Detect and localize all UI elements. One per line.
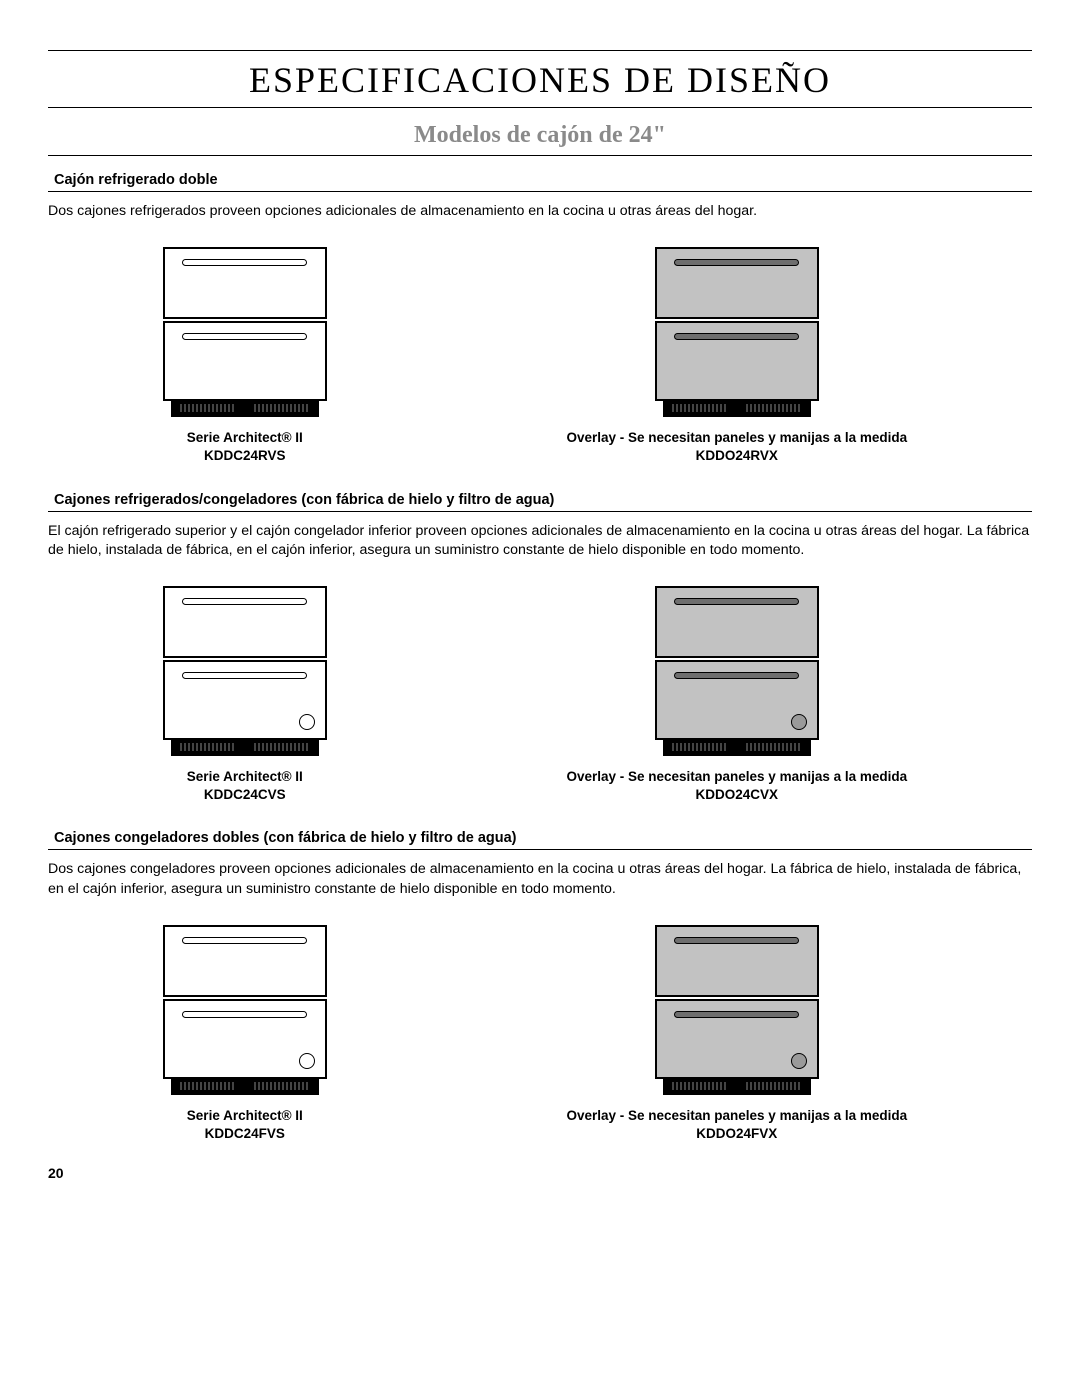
upper-drawer bbox=[163, 925, 327, 997]
lower-drawer bbox=[655, 999, 819, 1079]
section-heading: Cajones congeladores dobles (con fábrica… bbox=[48, 826, 1032, 850]
page-title: ESPECIFICACIONES DE DISEÑO bbox=[48, 50, 1032, 108]
drawer-handle bbox=[674, 259, 799, 266]
drawer-handle bbox=[674, 598, 799, 605]
product-row: Serie Architect® II KDDC24CVS Overlay - … bbox=[48, 586, 1032, 804]
product-series-label: Serie Architect® II bbox=[187, 1107, 303, 1125]
product-right: Overlay - Se necesitan paneles y manijas… bbox=[442, 925, 1032, 1143]
drawer-handle bbox=[674, 333, 799, 340]
lower-drawer bbox=[655, 321, 819, 401]
ice-dispenser-icon bbox=[299, 1053, 315, 1069]
lower-drawer bbox=[163, 660, 327, 740]
product-series-label: Serie Architect® II bbox=[187, 768, 303, 786]
drawer-handle bbox=[182, 333, 307, 340]
product-series-label: Serie Architect® II bbox=[187, 429, 303, 447]
ice-dispenser-icon bbox=[791, 1053, 807, 1069]
lower-drawer bbox=[163, 999, 327, 1079]
drawer-handle bbox=[182, 259, 307, 266]
drawer-unit-illustration bbox=[163, 925, 327, 1095]
product-model-number: KDDO24CVX bbox=[696, 786, 779, 804]
kickplate bbox=[663, 740, 811, 756]
product-series-label: Overlay - Se necesitan paneles y manijas… bbox=[566, 1107, 907, 1125]
product-right: Overlay - Se necesitan paneles y manijas… bbox=[442, 586, 1032, 804]
section-description: El cajón refrigerado superior y el cajón… bbox=[48, 522, 1032, 560]
ice-dispenser-icon bbox=[299, 714, 315, 730]
product-row: Serie Architect® II KDDC24RVS Overlay - … bbox=[48, 247, 1032, 465]
product-model-number: KDDO24RVX bbox=[696, 447, 778, 465]
drawer-handle bbox=[182, 1011, 307, 1018]
drawer-unit-illustration bbox=[655, 247, 819, 417]
ice-dispenser-icon bbox=[791, 714, 807, 730]
product-series-label: Overlay - Se necesitan paneles y manijas… bbox=[566, 429, 907, 447]
drawer-unit-illustration bbox=[163, 247, 327, 417]
product-model-number: KDDO24FVX bbox=[696, 1125, 777, 1143]
page-number: 20 bbox=[48, 1165, 1032, 1181]
upper-drawer bbox=[655, 586, 819, 658]
product-left: Serie Architect® II KDDC24CVS bbox=[48, 586, 442, 804]
kickplate bbox=[171, 740, 319, 756]
lower-drawer bbox=[655, 660, 819, 740]
drawer-unit-illustration bbox=[655, 586, 819, 756]
upper-drawer bbox=[163, 247, 327, 319]
drawer-unit-illustration bbox=[163, 586, 327, 756]
kickplate bbox=[171, 1079, 319, 1095]
lower-drawer bbox=[163, 321, 327, 401]
section-description: Dos cajones congeladores proveen opcione… bbox=[48, 860, 1032, 898]
product-model-number: KDDC24CVS bbox=[204, 786, 286, 804]
product-right: Overlay - Se necesitan paneles y manijas… bbox=[442, 247, 1032, 465]
section-description: Dos cajones refrigerados proveen opcione… bbox=[48, 202, 1032, 221]
upper-drawer bbox=[655, 925, 819, 997]
product-series-label: Overlay - Se necesitan paneles y manijas… bbox=[566, 768, 907, 786]
product-left: Serie Architect® II KDDC24RVS bbox=[48, 247, 442, 465]
kickplate bbox=[663, 401, 811, 417]
product-row: Serie Architect® II KDDC24FVS Overlay - … bbox=[48, 925, 1032, 1143]
page-subtitle: Modelos de cajón de 24" bbox=[48, 122, 1032, 156]
section-heading: Cajones refrigerados/congeladores (con f… bbox=[48, 488, 1032, 512]
drawer-unit-illustration bbox=[655, 925, 819, 1095]
drawer-handle bbox=[674, 672, 799, 679]
kickplate bbox=[663, 1079, 811, 1095]
section-heading: Cajón refrigerado doble bbox=[48, 168, 1032, 192]
upper-drawer bbox=[163, 586, 327, 658]
drawer-handle bbox=[182, 672, 307, 679]
kickplate bbox=[171, 401, 319, 417]
drawer-handle bbox=[674, 1011, 799, 1018]
drawer-handle bbox=[182, 937, 307, 944]
drawer-handle bbox=[182, 598, 307, 605]
drawer-handle bbox=[674, 937, 799, 944]
product-model-number: KDDC24FVS bbox=[205, 1125, 285, 1143]
product-left: Serie Architect® II KDDC24FVS bbox=[48, 925, 442, 1143]
product-model-number: KDDC24RVS bbox=[204, 447, 286, 465]
upper-drawer bbox=[655, 247, 819, 319]
